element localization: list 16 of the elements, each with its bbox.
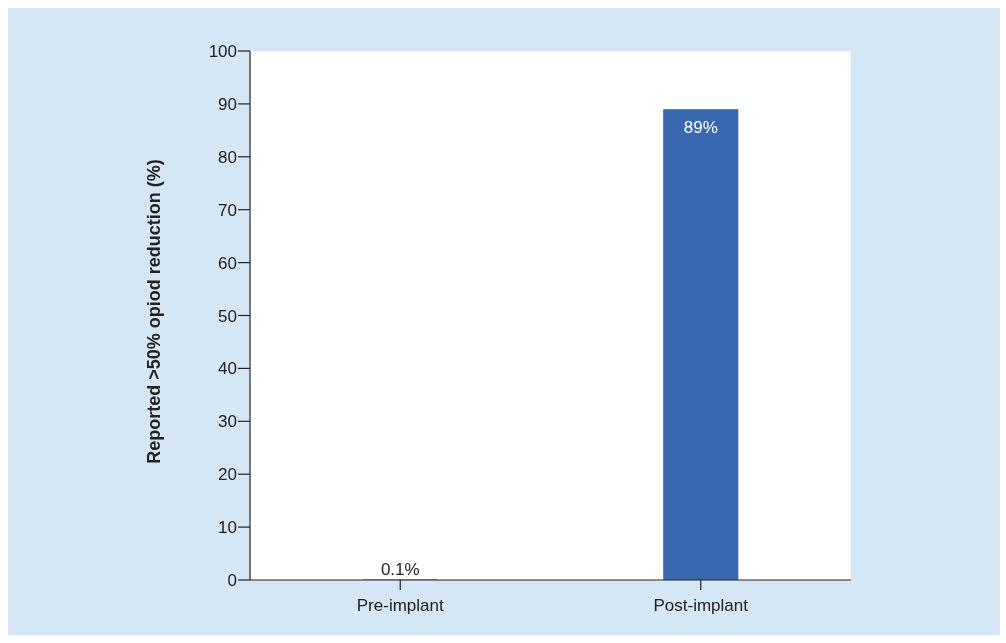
y-tick-label: 50 xyxy=(218,306,237,326)
x-tick-label: Pre-implant xyxy=(356,596,444,615)
y-tick-label: 0 xyxy=(227,571,237,590)
y-tick-label: 60 xyxy=(218,253,237,273)
y-tick-label: 10 xyxy=(218,518,237,538)
y-tick-label: 90 xyxy=(218,94,237,114)
y-tick-label: 100 xyxy=(208,42,237,61)
y-tick-label: 40 xyxy=(218,359,237,379)
data-label: 89% xyxy=(683,118,718,138)
y-tick-label: 80 xyxy=(218,147,237,167)
y-tick-label: 70 xyxy=(218,200,237,220)
x-tick-label: Post-implant xyxy=(653,596,749,615)
data-label: 0.1% xyxy=(380,560,420,580)
y-tick-label: 30 xyxy=(218,412,237,432)
y-tick-label: 20 xyxy=(218,465,237,485)
y-axis-title: Reported >50% opiod reduction (%) xyxy=(144,159,164,464)
